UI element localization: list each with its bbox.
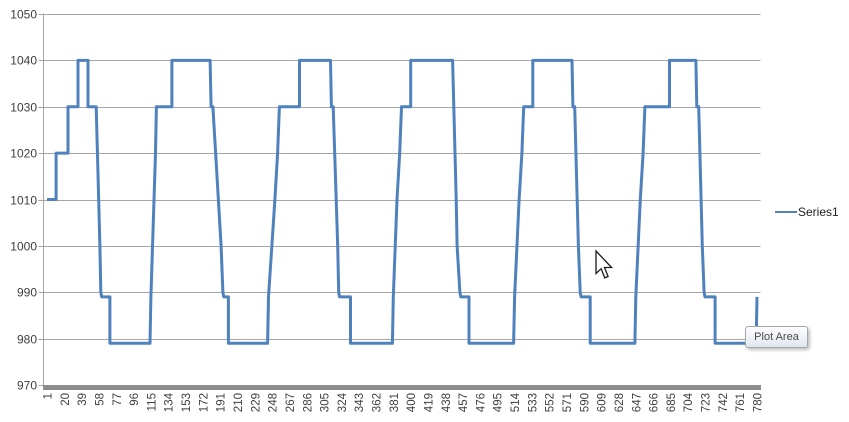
y-axis-tick-label: 980 [17, 333, 37, 347]
x-axis-tick-label: 723 [701, 393, 713, 412]
x-axis-tick-label: 438 [441, 393, 453, 412]
x-axis-tick-label: 96 [129, 393, 141, 406]
y-axis-tick-label: 1050 [10, 8, 37, 22]
plot-area-tooltip: Plot Area [745, 326, 808, 348]
y-axis-tick-label: 1030 [10, 101, 37, 115]
x-axis-tick-label: 115 [146, 393, 158, 411]
x-axis-tick-label: 419 [423, 393, 435, 412]
y-axis-tick-label: 1010 [10, 194, 37, 208]
x-axis-tick-label: 647 [631, 393, 643, 412]
x-axis-tick-label: 780 [753, 393, 765, 412]
x-axis-tick-label: 20 [60, 393, 72, 406]
x-axis-tick-label: 229 [250, 393, 262, 412]
y-axis-tick-label: 1040 [10, 54, 37, 68]
x-axis-tick-label: 590 [579, 393, 591, 412]
y-axis-tick-label: 970 [17, 379, 37, 393]
x-axis-tick-label: 172 [198, 393, 210, 412]
x-axis-tick-label: 533 [527, 393, 539, 412]
x-axis-tick-label: 476 [475, 393, 487, 412]
legend-line-marker [775, 211, 797, 213]
x-axis-tick-label: 381 [389, 393, 401, 412]
x-axis-tick-label: 400 [406, 393, 418, 412]
x-axis-tick-label: 343 [354, 393, 366, 412]
x-axis-line [43, 385, 761, 390]
x-axis-tick-label: 153 [181, 393, 193, 412]
x-axis-tick-label: 666 [649, 393, 661, 412]
x-axis-tick-label: 1 [43, 393, 55, 399]
legend-label: Series1 [798, 205, 839, 219]
x-axis-tick-label: 286 [302, 393, 314, 412]
y-axis-tick-label: 1020 [10, 147, 37, 161]
x-axis-tick-label: 39 [77, 393, 89, 406]
x-axis-tick-label: 267 [285, 393, 297, 412]
x-axis-tick-label: 191 [216, 393, 228, 412]
x-axis-tick-label: 704 [683, 392, 695, 412]
x-axis-tick-label: 609 [597, 393, 609, 412]
x-axis-tick-label: 514 [510, 392, 522, 412]
x-axis-tick-label: 761 [735, 393, 747, 412]
mouse-cursor-icon [595, 249, 614, 279]
x-axis-tick-label: 58 [94, 393, 106, 406]
x-axis-tick-label: 248 [268, 393, 280, 412]
x-axis-tick-label: 571 [562, 393, 574, 412]
legend[interactable]: Series1 [775, 204, 839, 220]
x-axis-tick-label: 77 [112, 393, 124, 406]
x-axis-tick-label: 457 [458, 393, 470, 412]
series-line[interactable] [47, 58, 759, 345]
x-axis-tick-label: 552 [545, 393, 557, 412]
x-axis-tick-label: 210 [233, 393, 245, 412]
x-axis-tick-label: 362 [372, 393, 384, 412]
y-axis-tick-label: 1000 [10, 240, 37, 254]
x-axis-tick-label: 495 [493, 393, 505, 412]
cursor-arrow [595, 249, 614, 279]
tooltip-label: Plot Area [754, 331, 799, 343]
x-axis-tick-label: 324 [337, 392, 349, 412]
x-axis-tick-label: 305 [320, 393, 332, 412]
y-axis-tick-label: 990 [17, 286, 37, 300]
x-axis-tick-label: 742 [718, 393, 730, 412]
x-axis-tick-label: 628 [614, 393, 626, 412]
x-axis-tick-label: 685 [666, 393, 678, 412]
x-axis-tick-label: 134 [164, 392, 176, 412]
